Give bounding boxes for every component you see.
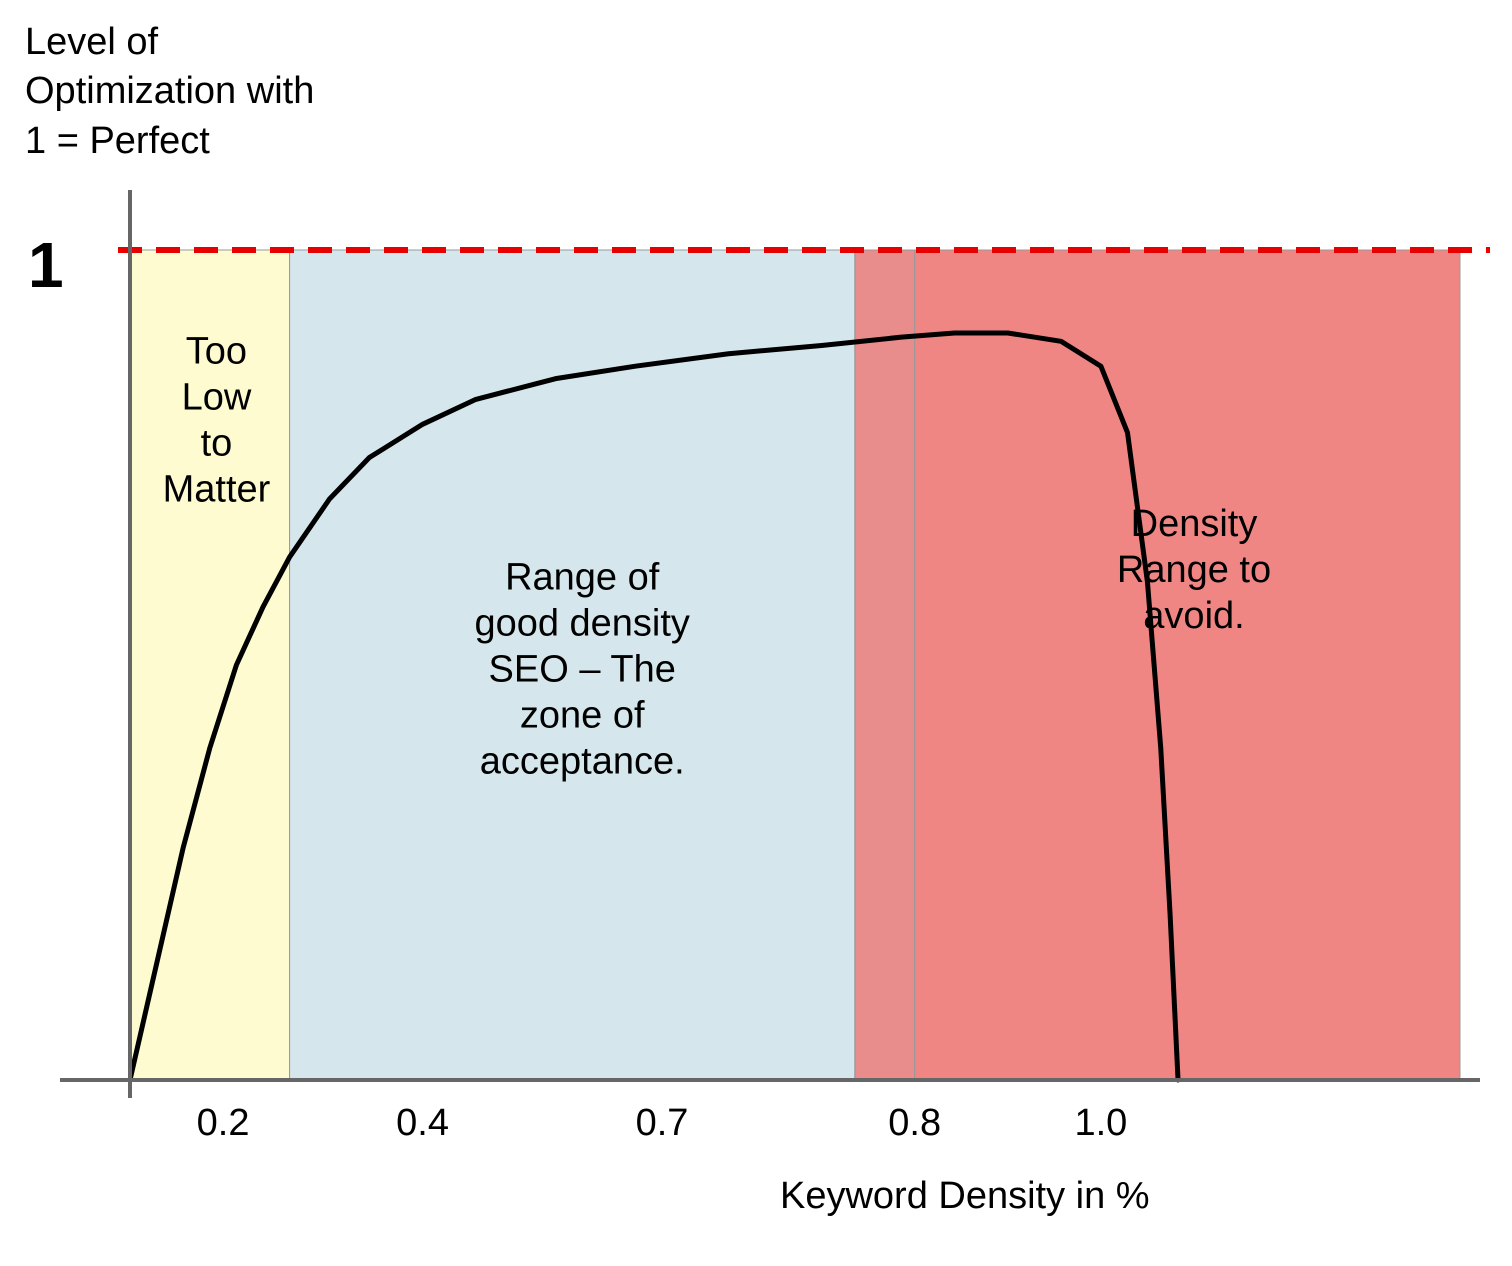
x-tick-label: 0.2 (197, 1102, 250, 1144)
y-title-line: 1 = Perfect (25, 117, 314, 166)
y-title-line: Optimization with (25, 67, 314, 116)
region-label-good-range: Range ofgood densitySEO – Thezone ofacce… (474, 557, 690, 783)
keyword-density-chart: TooLowtoMatterRange ofgood densitySEO – … (0, 0, 1512, 1266)
x-axis-title: Keyword Density in % (780, 1175, 1150, 1217)
x-tick-label: 0.7 (636, 1102, 689, 1144)
y-axis-title: Level ofOptimization with1 = Perfect (25, 18, 314, 166)
chart-wrap: Level ofOptimization with1 = Perfect 1 T… (0, 0, 1512, 1266)
region-avoid-range (915, 250, 1460, 1080)
x-tick-label: 1.0 (1074, 1102, 1127, 1144)
y-tick-one: 1 (28, 228, 64, 302)
x-tick-label: 0.8 (888, 1102, 941, 1144)
region-too-low (130, 250, 290, 1080)
y-title-line: Level of (25, 18, 314, 67)
x-tick-label: 0.4 (396, 1102, 449, 1144)
region-overlap-red (855, 250, 915, 1080)
